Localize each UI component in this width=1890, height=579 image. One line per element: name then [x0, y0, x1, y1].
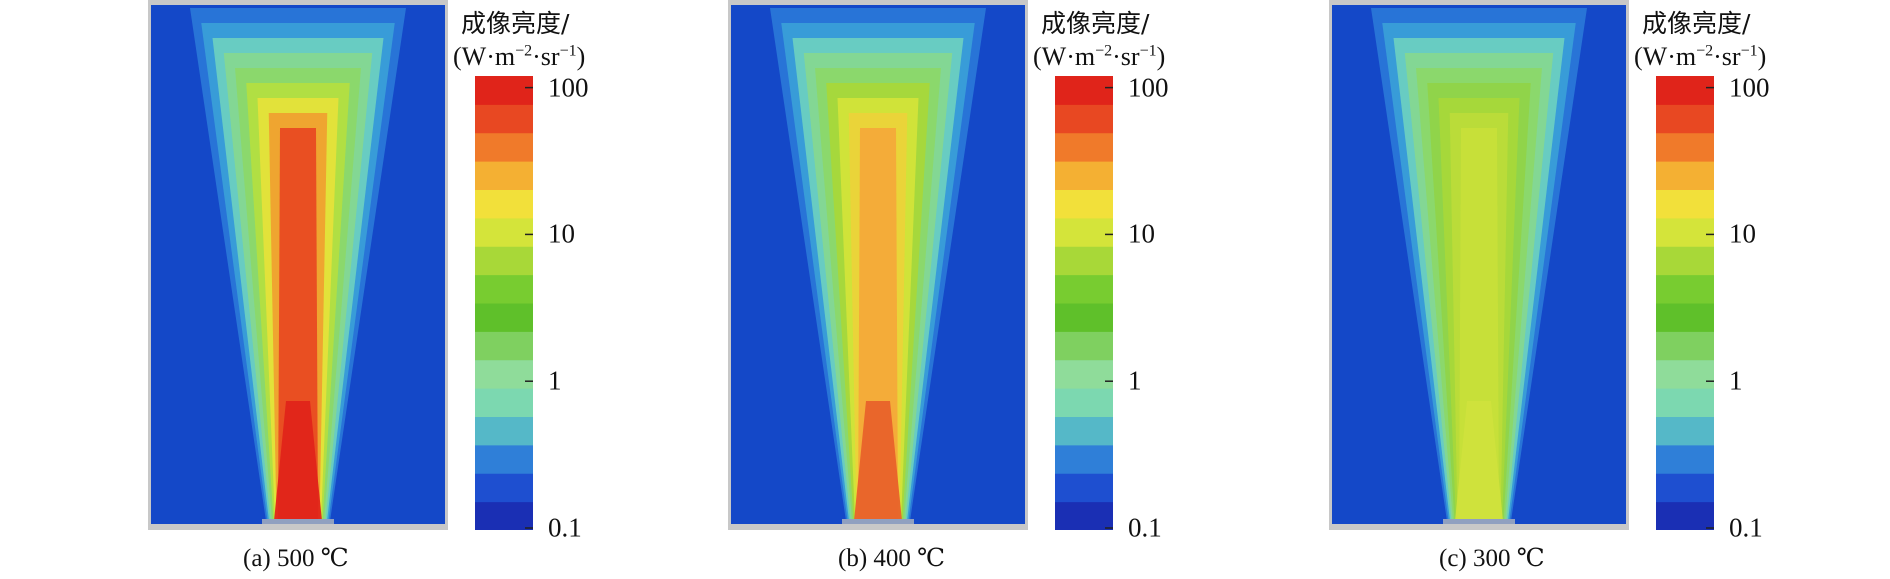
- colorbar-band: [475, 132, 533, 162]
- colorbar-band: [1656, 76, 1714, 105]
- colorbar-band: [1055, 444, 1113, 474]
- colorbar-title-line1: 成像亮度/: [461, 9, 570, 38]
- plume-core: [274, 401, 322, 521]
- colorbar-band: [1656, 473, 1714, 503]
- colorbar-title-line2: (W·m−2·sr−1): [1634, 42, 1767, 71]
- colorbar-band: [475, 189, 533, 219]
- plume-core: [1455, 401, 1503, 521]
- colorbar-band: [475, 303, 533, 332]
- colorbar-title-line1: 成像亮度/: [1642, 9, 1751, 38]
- panel-b: 成像亮度/ (W·m−2·sr−1) 0.1 1 10 100 (b) 400 ℃: [728, 0, 1248, 579]
- colorbar-band: [1656, 359, 1714, 389]
- plume-image-c: [1329, 0, 1629, 530]
- colorbar-band: [1055, 76, 1113, 105]
- nozzle-exit: [842, 519, 914, 524]
- colorbar-a: [475, 76, 533, 530]
- colorbar-tick-label: 100: [1128, 72, 1169, 103]
- colorbar-band: [1656, 444, 1714, 474]
- colorbar-band: [1656, 331, 1714, 361]
- colorbar-c: [1656, 76, 1714, 530]
- colorbar-band: [1656, 388, 1714, 417]
- colorbar-band: [475, 444, 533, 474]
- colorbar-band: [1055, 217, 1113, 247]
- colorbar-tick-label: 1: [1729, 365, 1743, 396]
- colorbar-tick-label: 10: [1729, 218, 1756, 249]
- colorbar-band: [1055, 189, 1113, 219]
- colorbar-band: [1055, 473, 1113, 503]
- panel-a: 成像亮度/ (W·m−2·sr−1) 0.1 1 10 100 (a) 500 ℃: [148, 0, 668, 579]
- colorbar-band: [1656, 189, 1714, 219]
- colorbar-band: [1656, 416, 1714, 446]
- colorbar-tick-label: 0.1: [1729, 512, 1763, 543]
- colorbar-band: [1055, 303, 1113, 332]
- colorbar-band: [475, 274, 533, 304]
- colorbar-band: [1055, 359, 1113, 389]
- colorbar-band: [475, 104, 533, 134]
- plume-image-b: [728, 0, 1028, 530]
- colorbar-tick-label: 0.1: [548, 512, 582, 543]
- panel-caption: (b) 400 ℃: [838, 545, 946, 572]
- colorbar-band: [1055, 501, 1113, 530]
- colorbar-tick-label: 100: [548, 72, 589, 103]
- colorbar-band: [1656, 274, 1714, 304]
- colorbar-b: [1055, 76, 1113, 530]
- colorbar-tick-label: 10: [548, 218, 575, 249]
- colorbar-band: [475, 217, 533, 247]
- colorbar-band: [475, 416, 533, 446]
- colorbar-band: [475, 388, 533, 417]
- colorbar-band: [1656, 132, 1714, 162]
- nozzle-exit: [262, 519, 334, 524]
- colorbar-band: [475, 331, 533, 361]
- colorbar-tick-label: 1: [1128, 365, 1142, 396]
- colorbar-band: [1656, 501, 1714, 530]
- colorbar-band: [1656, 217, 1714, 247]
- colorbar-band: [475, 246, 533, 276]
- colorbar-title-line1: 成像亮度/: [1041, 9, 1150, 38]
- colorbar-title-line2: (W·m−2·sr−1): [1033, 42, 1166, 71]
- colorbar-title-line2: (W·m−2·sr−1): [453, 42, 586, 71]
- colorbar-band: [1055, 104, 1113, 134]
- colorbar-band: [1055, 274, 1113, 304]
- colorbar-band: [475, 76, 533, 105]
- colorbar-band: [1055, 132, 1113, 162]
- panel-c: 成像亮度/ (W·m−2·sr−1) 0.1 1 10 100 (c) 300 ℃: [1329, 0, 1849, 579]
- plume-image-a: [148, 0, 448, 530]
- colorbar-band: [475, 501, 533, 530]
- colorbar-tick-label: 0.1: [1128, 512, 1162, 543]
- colorbar-band: [1055, 416, 1113, 446]
- panel-caption: (a) 500 ℃: [243, 545, 349, 572]
- panel-caption: (c) 300 ℃: [1439, 545, 1545, 572]
- colorbar-band: [1055, 246, 1113, 276]
- colorbar-band: [1656, 161, 1714, 190]
- nozzle-exit: [1443, 519, 1515, 524]
- colorbar-band: [1055, 161, 1113, 190]
- colorbar-band: [475, 161, 533, 190]
- colorbar-band: [1656, 246, 1714, 276]
- colorbar-band: [475, 359, 533, 389]
- plume-core: [854, 401, 902, 521]
- colorbar-tick-label: 100: [1729, 72, 1770, 103]
- colorbar-band: [1055, 331, 1113, 361]
- colorbar-band: [1656, 303, 1714, 332]
- colorbar-band: [1656, 104, 1714, 134]
- colorbar-tick-label: 10: [1128, 218, 1155, 249]
- colorbar-tick-label: 1: [548, 365, 562, 396]
- colorbar-band: [1055, 388, 1113, 417]
- colorbar-band: [475, 473, 533, 503]
